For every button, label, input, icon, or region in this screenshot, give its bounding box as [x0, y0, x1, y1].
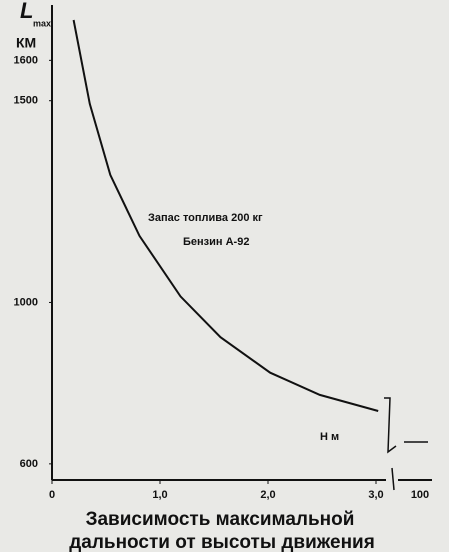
x-tick-label: 1,0: [152, 489, 167, 501]
y-label-unit: КМ: [16, 35, 36, 51]
y-label-symbol: L: [20, 0, 33, 23]
y-tick-label: 1600: [14, 54, 38, 66]
x-tick-label: 2,0: [260, 489, 275, 501]
annotation: Запас топлива 200 кг: [148, 212, 263, 224]
annotation: H м: [320, 431, 339, 443]
break-mark: [391, 467, 395, 491]
y-tick-label: 1500: [14, 95, 38, 107]
chart-title: Зависимость максимальной: [86, 509, 355, 530]
x-tick-label: 3,0: [368, 489, 383, 501]
y-label-subscript: max: [33, 18, 51, 28]
y-tick-label: 600: [20, 458, 38, 470]
x-tick-label: 0: [49, 489, 55, 501]
chart-title: дальности от высоты движения: [69, 532, 375, 552]
y-tick-label: 1000: [14, 296, 38, 308]
axis-break: [384, 397, 397, 454]
data-line: [72, 19, 379, 412]
annotation: 100: [411, 489, 429, 501]
annotation: Бензин А-92: [183, 236, 249, 248]
